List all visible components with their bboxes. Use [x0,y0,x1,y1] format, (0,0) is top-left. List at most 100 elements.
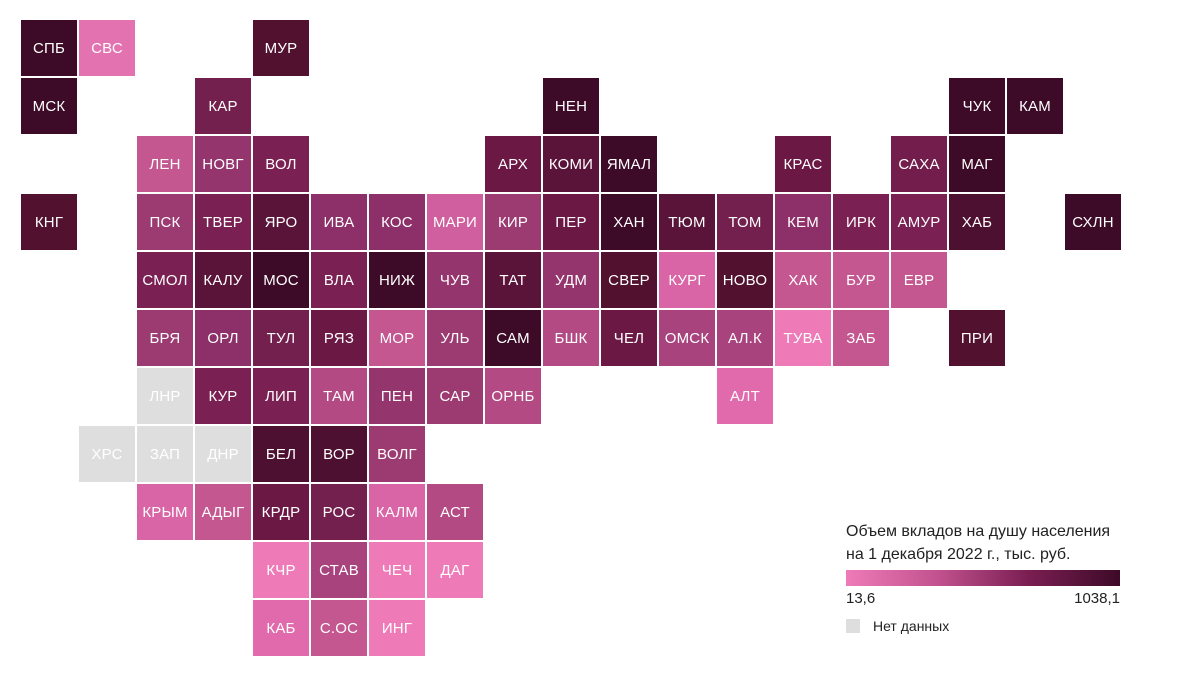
region-tile: ЧЕЛ [601,310,657,366]
region-tile: СПБ [21,20,77,76]
region-tile: ВЛА [311,252,367,308]
region-tile: ПЕН [369,368,425,424]
region-tile: ХРС [79,426,135,482]
region-tile: МАГ [949,136,1005,192]
region-tile: КРЫМ [137,484,193,540]
legend-min-label: 13,6 [846,590,876,607]
region-tile: ИВА [311,194,367,250]
region-tile: ДНР [195,426,251,482]
region-tile: ЯРО [253,194,309,250]
region-tile: КУР [195,368,251,424]
region-tile: ТАТ [485,252,541,308]
region-tile: МОС [253,252,309,308]
region-tile: РОС [311,484,367,540]
region-tile: СМОЛ [137,252,193,308]
region-tile: БРЯ [137,310,193,366]
region-tile: НЕН [543,78,599,134]
region-tile: КРАС [775,136,831,192]
region-tile: САР [427,368,483,424]
region-tile: САМ [485,310,541,366]
region-tile: АСТ [427,484,483,540]
region-tile: ТОМ [717,194,773,250]
region-tile: АЛТ [717,368,773,424]
region-tile: ТВЕР [195,194,251,250]
region-tile: ОРНБ [485,368,541,424]
region-tile: ЧЕЧ [369,542,425,598]
legend-max-label: 1038,1 [1074,590,1120,607]
region-tile: МАРИ [427,194,483,250]
region-tile: ОРЛ [195,310,251,366]
region-tile: КАЛУ [195,252,251,308]
region-tile: КОС [369,194,425,250]
region-tile: БУР [833,252,889,308]
region-tile: ВОР [311,426,367,482]
region-tile: АДЫГ [195,484,251,540]
region-tile: ЗАБ [833,310,889,366]
region-tile: ВОЛ [253,136,309,192]
legend-title-line2: на 1 декабря 2022 г., тыс. руб. [846,546,1071,563]
region-tile: МУР [253,20,309,76]
region-tile: ХАК [775,252,831,308]
region-tile: НИЖ [369,252,425,308]
region-tile: СВС [79,20,135,76]
legend-gradient-bar [846,570,1120,586]
legend-title-line1: Объем вкладов на душу населения [846,523,1111,540]
region-tile: ЛИП [253,368,309,424]
region-tile: АМУР [891,194,947,250]
legend-nodata: Нет данных [846,618,1126,634]
region-tile: КАР [195,78,251,134]
region-tile: ПЕР [543,194,599,250]
region-tile: МСК [21,78,77,134]
region-tile: КЕМ [775,194,831,250]
region-tile: СВЕР [601,252,657,308]
region-tile: ИНГ [369,600,425,656]
region-tile: ЗАП [137,426,193,482]
region-tile: ВОЛГ [369,426,425,482]
legend-nodata-label: Нет данных [873,618,950,634]
region-tile: КАБ [253,600,309,656]
region-tile: ПРИ [949,310,1005,366]
region-tile: КИР [485,194,541,250]
region-tile: ХАН [601,194,657,250]
region-tile: МОР [369,310,425,366]
region-tile: БЕЛ [253,426,309,482]
region-tile: ТЮМ [659,194,715,250]
region-tile: САХА [891,136,947,192]
region-tile: ЕВР [891,252,947,308]
region-tile: КАЛМ [369,484,425,540]
region-tile: РЯЗ [311,310,367,366]
region-tile: ЛНР [137,368,193,424]
legend-title: Объем вкладов на душу населения на 1 дек… [846,520,1126,566]
legend: Объем вкладов на душу населения на 1 дек… [846,520,1126,634]
region-tile: ТУВА [775,310,831,366]
region-tile: СТАВ [311,542,367,598]
legend-scale-labels: 13,6 1038,1 [846,590,1120,607]
region-tile: ИРК [833,194,889,250]
region-tile: АРХ [485,136,541,192]
region-tile: УЛЬ [427,310,483,366]
region-tile: ХАБ [949,194,1005,250]
region-tile: ПСК [137,194,193,250]
region-tile: СХЛН [1065,194,1121,250]
region-tile: ЯМАЛ [601,136,657,192]
region-tile: БШК [543,310,599,366]
region-tile: КАМ [1007,78,1063,134]
region-tile: ЛЕН [137,136,193,192]
region-tile: ЧУВ [427,252,483,308]
region-tile: УДМ [543,252,599,308]
region-tile: ЧУК [949,78,1005,134]
legend-nodata-swatch [846,619,860,633]
region-tile: ДАГ [427,542,483,598]
region-tile: ТУЛ [253,310,309,366]
region-tile: КУРГ [659,252,715,308]
region-tile: ОМСК [659,310,715,366]
region-tile: НОВО [717,252,773,308]
region-tile: КЧР [253,542,309,598]
region-tile: КНГ [21,194,77,250]
region-tile: АЛ.К [717,310,773,366]
region-tile: ТАМ [311,368,367,424]
region-tile: С.ОС [311,600,367,656]
region-tile: КОМИ [543,136,599,192]
region-tile: КРДР [253,484,309,540]
